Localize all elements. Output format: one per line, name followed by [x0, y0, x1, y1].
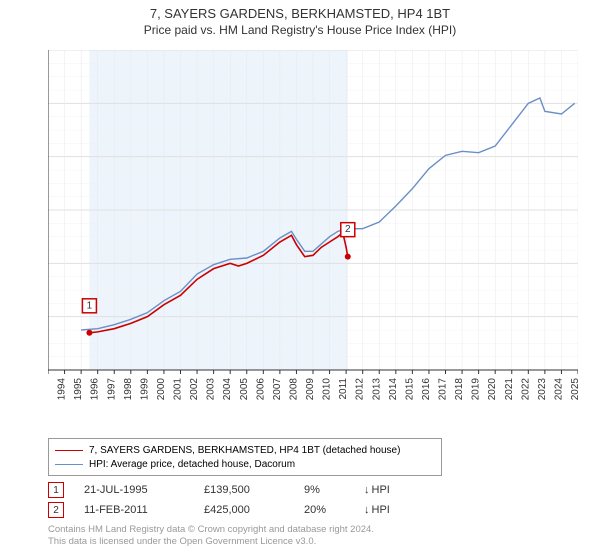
sale-hpi: ↓HPI [364, 484, 424, 496]
x-tick-label: 2008 [288, 378, 299, 400]
legend-label: 7, SAYERS GARDENS, BERKHAMSTED, HP4 1BT … [89, 445, 400, 456]
x-tick-label: 2023 [537, 378, 548, 400]
x-tick-label: 2021 [504, 378, 515, 400]
x-tick-label: 1998 [123, 378, 134, 400]
x-tick-label: 1997 [106, 378, 117, 400]
x-tick-label: 1993 [48, 378, 51, 400]
x-tick-label: 2014 [388, 378, 399, 400]
sale-point [86, 330, 92, 336]
legend-label: HPI: Average price, detached house, Daco… [89, 459, 295, 470]
sale-diff: 9% [304, 484, 364, 496]
x-tick-label: 2002 [189, 378, 200, 400]
legend: 7, SAYERS GARDENS, BERKHAMSTED, HP4 1BT … [48, 438, 442, 476]
x-tick-label: 2024 [553, 378, 564, 400]
x-tick-label: 2018 [454, 378, 465, 400]
x-tick-label: 2017 [438, 378, 449, 400]
legend-swatch [55, 450, 83, 451]
sale-date: 11-FEB-2011 [84, 504, 204, 516]
sale-hpi: ↓HPI [364, 504, 424, 516]
x-tick-label: 2019 [471, 378, 482, 400]
x-tick-label: 2016 [421, 378, 432, 400]
x-tick-label: 2005 [239, 378, 250, 400]
x-tick-label: 2025 [570, 378, 578, 400]
chart-svg: £0£200K£400K£600K£800K£1M£1.2M1993199419… [48, 50, 578, 400]
title-block: 7, SAYERS GARDENS, BERKHAMSTED, HP4 1BT … [0, 0, 600, 37]
x-tick-label: 2010 [322, 378, 333, 400]
x-tick-label: 2009 [305, 378, 316, 400]
sale-marker: 1 [48, 482, 64, 498]
footer: Contains HM Land Registry data © Crown c… [48, 524, 374, 549]
arrow-down-icon: ↓ [364, 484, 370, 496]
footer-line1: Contains HM Land Registry data © Crown c… [48, 524, 374, 536]
arrow-down-icon: ↓ [364, 504, 370, 516]
x-tick-label: 2001 [173, 378, 184, 400]
x-tick-label: 1996 [90, 378, 101, 400]
chart-container: 7, SAYERS GARDENS, BERKHAMSTED, HP4 1BT … [0, 0, 600, 560]
sale-price: £425,000 [204, 504, 304, 516]
sales-table: 1 21-JUL-1995£139,5009%↓HPI 2 11-FEB-2011£4… [48, 480, 424, 520]
legend-item: HPI: Average price, detached house, Daco… [55, 457, 435, 471]
sale-marker: 2 [48, 502, 64, 518]
x-tick-label: 1994 [57, 378, 68, 400]
x-tick-label: 1999 [139, 378, 150, 400]
x-tick-label: 2015 [404, 378, 415, 400]
x-tick-label: 2003 [206, 378, 217, 400]
sale-price: £139,500 [204, 484, 304, 496]
legend-item: 7, SAYERS GARDENS, BERKHAMSTED, HP4 1BT … [55, 443, 435, 457]
sale-marker-label: 2 [345, 224, 351, 235]
x-tick-label: 2022 [520, 378, 531, 400]
sale-date: 21-JUL-1995 [84, 484, 204, 496]
x-tick-label: 1995 [73, 378, 84, 400]
x-tick-label: 2004 [222, 378, 233, 400]
sale-diff: 20% [304, 504, 364, 516]
footer-line2: This data is licensed under the Open Gov… [48, 536, 374, 548]
x-tick-label: 2007 [272, 378, 283, 400]
sale-marker-label: 1 [87, 300, 93, 311]
x-tick-label: 2006 [255, 378, 266, 400]
chart-title: 7, SAYERS GARDENS, BERKHAMSTED, HP4 1BT [0, 6, 600, 21]
sale-row: 2 11-FEB-2011£425,00020%↓HPI [48, 500, 424, 520]
x-tick-label: 2011 [338, 378, 349, 400]
chart-subtitle: Price paid vs. HM Land Registry's House … [0, 23, 600, 37]
x-tick-label: 2000 [156, 378, 167, 400]
x-tick-label: 2013 [371, 378, 382, 400]
x-tick-label: 2020 [487, 378, 498, 400]
x-tick-label: 2012 [355, 378, 366, 400]
sale-row: 1 21-JUL-1995£139,5009%↓HPI [48, 480, 424, 500]
chart-area: £0£200K£400K£600K£800K£1M£1.2M1993199419… [48, 50, 578, 400]
legend-swatch [55, 464, 83, 465]
sale-point [345, 254, 351, 260]
